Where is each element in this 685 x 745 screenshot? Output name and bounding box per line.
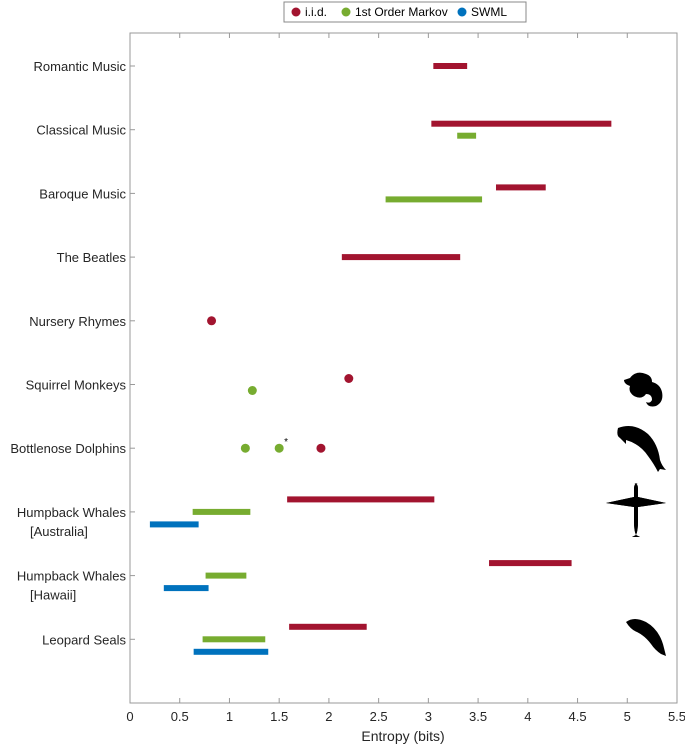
y-tick-label: Leopard Seals [42,632,126,647]
legend-label-swml: SWML [471,5,507,19]
x-tick-label: 2 [325,709,332,724]
legend-marker-swml [457,7,467,17]
x-axis: 0 0.5 1 1.5 2 2.5 3 3.5 4 4.5 5 5.5 [126,33,685,724]
legend: i.i.d. 1st Order Markov SWML [283,1,527,23]
range-bar-iid [289,623,367,630]
range-bar-swml [163,585,209,592]
annotation: * [284,437,288,448]
y-tick-label: The Beatles [57,250,127,265]
point-iid [207,316,217,326]
x-tick-label: 0 [126,709,133,724]
x-axis-label: Entropy (bits) [361,728,444,744]
range-bar-iid [495,184,546,191]
range-bar-iid [287,496,435,503]
range-bar-swml [193,648,269,655]
seal-icon [626,619,666,656]
legend-marker-markov [341,7,351,17]
point-markov [274,443,284,453]
legend-label-iid: i.i.d. [305,5,327,19]
y-tick-label: Humpback Whales [17,569,127,584]
x-tick-label: 1 [226,709,233,724]
x-tick-label: 0.5 [171,709,189,724]
range-bar-markov [457,132,477,139]
range-bar-iid [489,560,572,567]
point-markov [247,386,257,395]
x-tick-label: 2.5 [370,709,388,724]
x-tick-label: 5.5 [668,709,685,724]
x-tick-label: 3.5 [469,709,487,724]
x-tick-label: 1.5 [270,709,288,724]
legend-marker-iid [291,7,301,17]
y-tick-sublabel: [Hawaii] [30,588,76,603]
x-tick-label: 3 [425,709,432,724]
y-tick-label: Nursery Rhymes [29,314,126,329]
point-markov [240,443,250,453]
range-bar-iid [341,254,461,261]
legend-label-markov: 1st Order Markov [355,5,448,19]
plot-area [129,32,678,704]
point-iid [344,374,354,383]
x-tick-label: 5 [624,709,631,724]
y-tick-label: Squirrel Monkeys [26,378,127,393]
range-bar-iid [433,63,468,69]
animal-icons [606,372,666,656]
y-tick-label: Romantic Music [34,59,127,74]
data-marks: * [149,63,612,655]
x-tick-label: 4.5 [569,709,587,724]
range-bar-markov [385,196,483,203]
whale-icon [606,483,666,537]
y-tick-label: Classical Music [36,123,126,138]
y-tick-label: Humpback Whales [17,505,127,520]
y-tick-label: Bottlenose Dolphins [10,441,126,456]
y-tick-label: Baroque Music [39,186,126,201]
range-bar-swml [149,521,199,528]
range-bar-markov [205,572,247,579]
range-bar-iid [431,120,612,127]
range-bar-markov [192,508,251,515]
y-tick-sublabel: [Australia] [30,524,88,539]
dolphin-icon [617,426,666,472]
range-bar-markov [202,636,266,643]
monkey-icon [624,372,663,407]
y-axis: Romantic Music Classical Music Baroque Mus… [10,59,135,647]
x-tick-label: 4 [524,709,531,724]
point-iid [316,443,326,453]
